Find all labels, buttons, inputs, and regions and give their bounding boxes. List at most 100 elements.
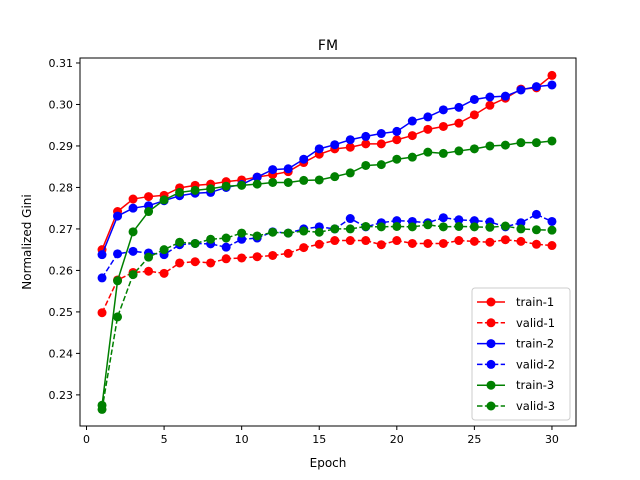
legend-marker [486, 339, 496, 349]
data-point [97, 404, 107, 414]
data-point [144, 266, 154, 276]
data-point [485, 100, 495, 110]
data-point [547, 241, 557, 251]
x-axis-label: Epoch [310, 456, 347, 470]
x-tick-label: 0 [83, 433, 90, 446]
data-point [330, 236, 340, 246]
data-point [392, 221, 402, 231]
data-point [330, 224, 340, 234]
data-point [361, 160, 371, 170]
data-point [407, 152, 417, 162]
data-point [144, 207, 154, 217]
legend-marker [486, 297, 496, 307]
data-point [469, 110, 479, 120]
data-point [268, 250, 278, 260]
data-point [392, 126, 402, 136]
data-point [299, 175, 309, 185]
y-tick-label: 0.27 [49, 223, 74, 236]
legend: train-1 valid-1 train-2 valid-2 train-3 valid… [471, 287, 571, 421]
data-point [485, 141, 495, 151]
data-point [97, 308, 107, 318]
chart-title: FM [318, 38, 338, 54]
x-tick-label: 15 [312, 433, 326, 446]
data-point [392, 135, 402, 145]
y-tick-label: 0.30 [49, 98, 74, 111]
data-point [516, 218, 526, 228]
data-point [531, 209, 541, 219]
data-point [392, 154, 402, 164]
legend-label: valid-1 [516, 316, 555, 330]
data-point [469, 94, 479, 104]
data-point [438, 148, 448, 158]
data-point [113, 249, 123, 259]
data-point [423, 220, 433, 230]
series-train-2 [97, 80, 557, 260]
legend-marker [486, 401, 496, 411]
data-point [438, 222, 448, 232]
data-point [438, 105, 448, 115]
data-point [516, 224, 526, 234]
data-point [128, 246, 138, 256]
data-point [500, 91, 510, 101]
data-point [345, 236, 355, 246]
data-point [438, 213, 448, 223]
data-point [113, 211, 123, 221]
data-point [206, 258, 216, 268]
data-point [221, 254, 231, 264]
data-point [159, 195, 169, 205]
data-point [547, 136, 557, 146]
data-point [113, 312, 123, 322]
data-point [237, 180, 247, 190]
data-point [376, 222, 386, 232]
data-point [454, 236, 464, 246]
data-point [283, 248, 293, 258]
data-point [407, 131, 417, 141]
x-tick-label: 30 [545, 433, 559, 446]
data-point [206, 184, 216, 194]
data-point [128, 227, 138, 237]
y-tick-label: 0.31 [49, 57, 74, 70]
data-point [299, 243, 309, 253]
data-point [469, 222, 479, 232]
data-point [423, 112, 433, 122]
data-point [345, 142, 355, 152]
data-point [97, 250, 107, 260]
data-point [314, 227, 324, 237]
data-point [190, 257, 200, 267]
data-point [283, 177, 293, 187]
x-tick-label: 5 [161, 433, 168, 446]
data-point [283, 164, 293, 174]
y-tick-label: 0.28 [49, 181, 74, 194]
data-point [237, 228, 247, 238]
legend-label: train-3 [516, 378, 554, 392]
data-point [469, 216, 479, 226]
data-point [252, 252, 262, 262]
data-point [454, 118, 464, 128]
series-line [101, 213, 553, 279]
data-point [531, 225, 541, 235]
legend-box [471, 287, 571, 421]
data-point [144, 252, 154, 262]
y-tick-label: 0.29 [49, 140, 74, 153]
data-point [485, 237, 495, 247]
data-point [454, 102, 464, 112]
data-point [438, 238, 448, 248]
data-point [516, 85, 526, 95]
data-point [190, 238, 200, 248]
data-point [361, 131, 371, 141]
legend-label: valid-2 [516, 357, 555, 371]
series-line [101, 74, 553, 250]
data-point [314, 144, 324, 154]
data-point [237, 234, 247, 244]
data-point [159, 245, 169, 255]
series-train-3 [97, 136, 557, 410]
data-point [376, 129, 386, 139]
data-point [547, 70, 557, 80]
data-point [407, 238, 417, 248]
data-point [283, 228, 293, 238]
x-tick-label: 20 [390, 433, 404, 446]
data-point [469, 144, 479, 154]
data-point [516, 138, 526, 148]
data-point [547, 80, 557, 90]
data-point [500, 221, 510, 231]
